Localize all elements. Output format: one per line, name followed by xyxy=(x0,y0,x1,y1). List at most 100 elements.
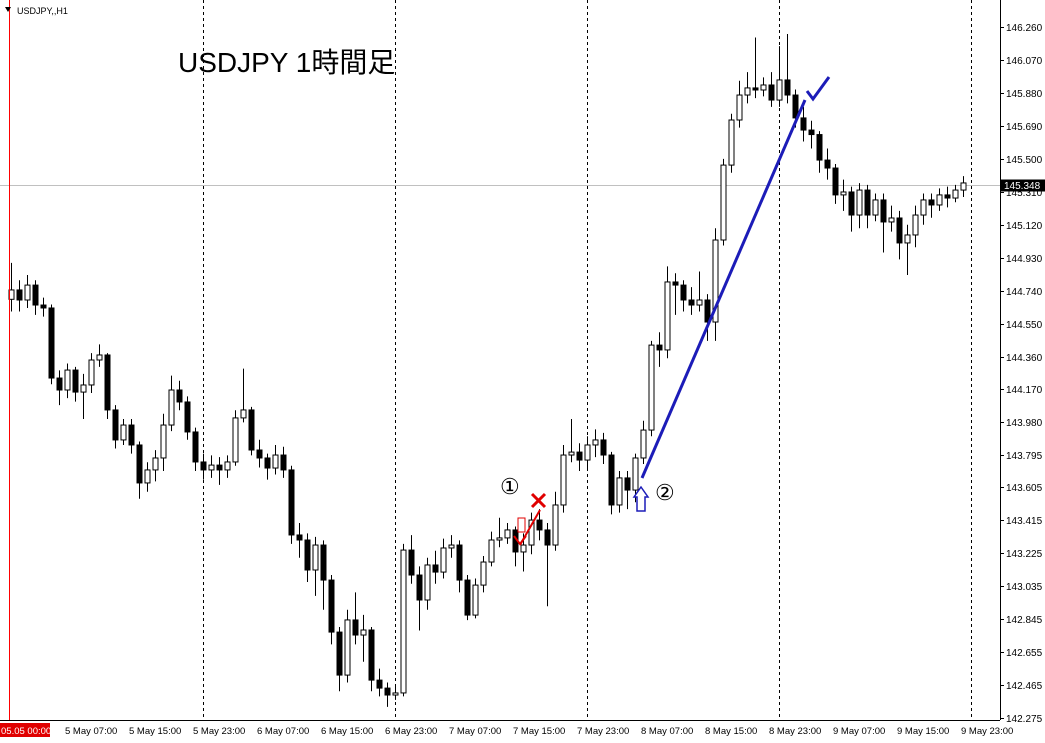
candle-body-down xyxy=(128,424,135,446)
y-tick-label: 145.120 xyxy=(1006,221,1043,232)
candle-body-up xyxy=(88,359,95,386)
candle-body-up xyxy=(24,284,31,301)
candle-body-up xyxy=(840,191,847,196)
candle-body-down xyxy=(824,159,831,169)
candle-body-up xyxy=(528,519,535,546)
candle-body-down xyxy=(376,679,383,689)
candle-body-down xyxy=(336,631,343,676)
candle-body-up xyxy=(648,344,655,431)
candle-body-up xyxy=(144,469,151,484)
y-tick-label: 143.795 xyxy=(1006,451,1043,462)
candle-body-down xyxy=(16,289,23,301)
last-price-label: 145.348 xyxy=(1004,181,1041,192)
candle-body-up xyxy=(584,444,591,461)
candle-body-up xyxy=(232,417,239,463)
exit-check xyxy=(805,76,831,102)
candle-body-down xyxy=(264,457,271,469)
candle-body-down xyxy=(792,94,799,119)
y-tick-label: 145.880 xyxy=(1006,89,1043,100)
candle-body-up xyxy=(448,544,455,549)
candle-body-down xyxy=(184,401,191,433)
candle-body-up xyxy=(168,389,175,426)
chart-title: USDJPY 1時間足 xyxy=(178,47,395,78)
candle-body-down xyxy=(136,444,143,484)
candle-body-down xyxy=(576,451,583,461)
x-tick-label: 6 May 15:00 xyxy=(321,726,373,737)
candle-body-up xyxy=(696,299,703,306)
y-tick-label: 144.360 xyxy=(1006,353,1043,364)
candle-body-up xyxy=(736,94,743,121)
candle-body-up xyxy=(160,424,167,459)
x-tick-label: 7 May 23:00 xyxy=(577,726,629,737)
candle-body-up xyxy=(152,457,159,471)
candle-body-down xyxy=(32,284,39,306)
candle-body-up xyxy=(504,529,511,539)
candle-body-up xyxy=(888,217,895,223)
candle-body-down xyxy=(848,191,855,216)
y-tick-label: 143.225 xyxy=(1006,549,1043,560)
y-tick-label: 146.260 xyxy=(1006,23,1043,34)
y-tick-label: 144.740 xyxy=(1006,287,1043,298)
candles xyxy=(8,33,967,707)
candle-body-up xyxy=(64,369,71,391)
candle-body-down xyxy=(864,189,871,216)
candle-body-down xyxy=(280,454,287,471)
candle-body-down xyxy=(880,199,887,223)
candle-body-up xyxy=(920,199,927,216)
candle-body-down xyxy=(536,519,543,531)
candle-body-down xyxy=(352,619,359,636)
candle-body-down xyxy=(896,217,903,244)
y-tick-label: 142.655 xyxy=(1006,648,1043,659)
x-current-box xyxy=(0,723,50,737)
x-tick-label: 9 May 15:00 xyxy=(897,726,949,737)
y-tick-label: 143.605 xyxy=(1006,483,1043,494)
x-tick-label: 5 May 23:00 xyxy=(193,726,245,737)
x-tick-label: 8 May 23:00 xyxy=(769,726,821,737)
candle-body-down xyxy=(456,544,463,581)
candle-body-up xyxy=(80,384,87,393)
candle-body-down xyxy=(608,454,615,506)
candle-body-up xyxy=(952,189,959,199)
candle-body-up xyxy=(776,79,783,101)
candle-body-up xyxy=(480,561,487,586)
candle-body-down xyxy=(464,579,471,616)
y-tick-label: 142.845 xyxy=(1006,615,1043,626)
y-tick-label: 143.035 xyxy=(1006,582,1043,593)
candle-body-up xyxy=(640,429,647,459)
y-tick-label: 145.310 xyxy=(1006,188,1043,199)
candle-body-down xyxy=(248,409,255,451)
x-tick-label: 9 May 07:00 xyxy=(833,726,885,737)
candle-body-down xyxy=(112,409,119,441)
candle-body-up xyxy=(344,619,351,676)
y-tick-label: 142.465 xyxy=(1006,681,1043,692)
candle-body-up xyxy=(400,549,407,694)
annotation-label: ① xyxy=(500,474,520,499)
x-tick-label: 6 May 07:00 xyxy=(257,726,309,737)
candle-body-up xyxy=(520,544,527,553)
candle-body-up xyxy=(744,87,751,96)
x-tick-label: 5 May 07:00 xyxy=(65,726,117,737)
candle-body-down xyxy=(296,534,303,541)
candle-body-down xyxy=(832,167,839,196)
candle-body-up xyxy=(240,409,247,419)
candle-body-down xyxy=(672,281,679,286)
candle-body-down xyxy=(928,199,935,206)
candle-body-down xyxy=(768,84,775,101)
candle-body-up xyxy=(224,461,231,471)
candle-body-up xyxy=(592,439,599,446)
candle-body-down xyxy=(200,461,207,471)
y-tick-label: 145.500 xyxy=(1006,155,1043,166)
candle-body-down xyxy=(192,431,199,463)
candle-body-up xyxy=(856,189,863,216)
candle-body-up xyxy=(616,477,623,506)
candle-body-down xyxy=(816,134,823,161)
entry-marker xyxy=(517,517,526,533)
candle-body-down xyxy=(56,377,63,391)
candle-body-up xyxy=(552,504,559,546)
candle-body-down xyxy=(656,344,663,351)
candle-body-up xyxy=(424,564,431,601)
candle-body-down xyxy=(544,529,551,546)
candle-body-up xyxy=(360,629,367,636)
y-tick-label: 144.170 xyxy=(1006,385,1043,396)
candle-body-down xyxy=(800,117,807,131)
